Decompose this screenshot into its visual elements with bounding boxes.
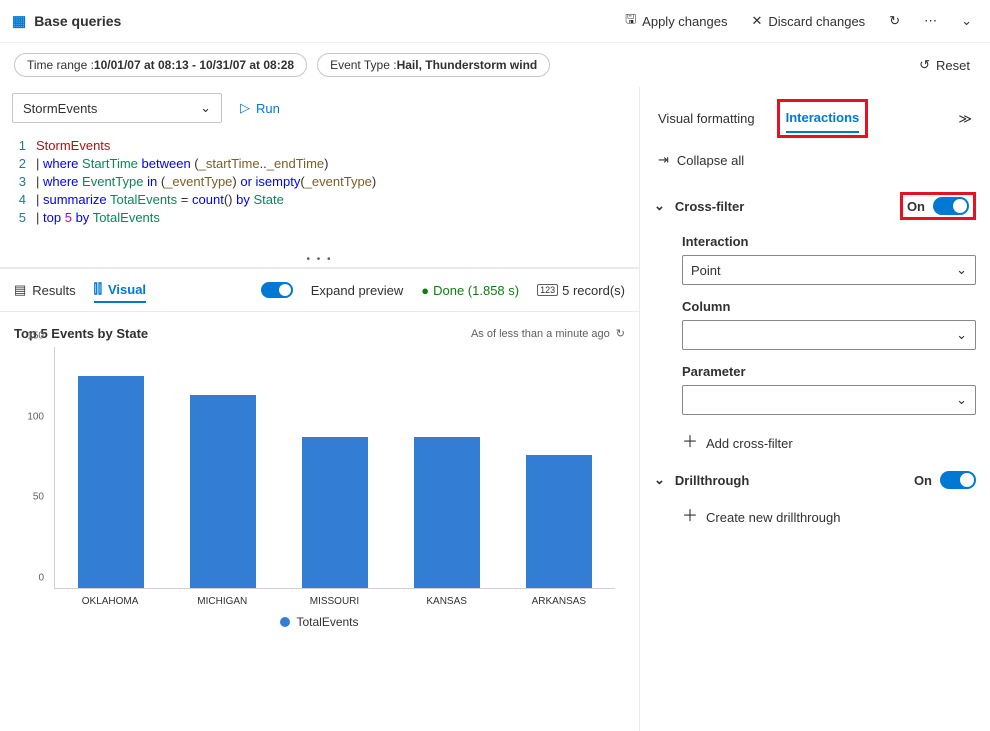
legend-marker <box>280 617 290 627</box>
interaction-label: Interaction <box>682 234 976 249</box>
type-value: Hail, Thunderstorm wind <box>397 58 538 72</box>
event-type-filter[interactable]: Event Type : Hail, Thunderstorm wind <box>317 53 550 77</box>
collapse-icon: ⇥ <box>658 152 669 168</box>
time-value: 10/01/07 at 08:13 - 10/31/07 at 08:28 <box>94 58 294 72</box>
time-range-filter[interactable]: Time range : 10/01/07 at 08:13 - 10/31/0… <box>14 53 307 77</box>
bar[interactable] <box>302 437 368 588</box>
x-label: OKLAHOMA <box>77 596 143 607</box>
drill-on-label: On <box>914 473 932 488</box>
visual-label: Visual <box>108 282 146 297</box>
x-label: MISSOURI <box>301 596 367 607</box>
chevron-down-icon: ⌄ <box>956 392 967 408</box>
status-done: ● Done (1.858 s) <box>421 283 519 298</box>
reset-label: Reset <box>936 58 970 73</box>
interaction-value: Point <box>691 263 721 278</box>
legend-label: TotalEvents <box>296 615 358 629</box>
source-value: StormEvents <box>23 101 97 116</box>
expand-button[interactable]: ⌄ <box>955 9 978 33</box>
discard-label: Discard changes <box>768 14 865 29</box>
create-drill-label: Create new drillthrough <box>706 510 840 525</box>
more-button[interactable]: ⋯ <box>918 9 943 33</box>
results-label: Results <box>32 283 75 298</box>
collapse-label: Collapse all <box>677 153 744 168</box>
results-tab[interactable]: ▤ Results <box>14 278 76 302</box>
bar-chart: 050100150 OKLAHOMAMICHIGANMISSOURIKANSAS… <box>14 347 625 607</box>
refresh-chart-icon[interactable]: ↻ <box>616 327 625 340</box>
drill-chevron[interactable]: ⌄ <box>654 472 665 488</box>
tab-visual-formatting[interactable]: Visual formatting <box>658 105 755 132</box>
x-label: MICHIGAN <box>189 596 255 607</box>
table-icon: ▤ <box>14 282 26 298</box>
x-label: ARKANSAS <box>526 596 592 607</box>
refresh-icon: ↻ <box>889 13 900 29</box>
expand-label: Expand preview <box>311 283 404 298</box>
run-label: Run <box>256 101 280 116</box>
column-select[interactable]: ⌄ <box>682 320 976 350</box>
plus-icon: ＋ <box>682 435 698 451</box>
chart-icon: ⫿⫿ <box>94 281 102 297</box>
check-icon: ● <box>421 283 429 298</box>
bar[interactable] <box>414 437 480 588</box>
add-crossfilter-label: Add cross-filter <box>706 436 793 451</box>
expand-preview-toggle[interactable] <box>261 282 293 298</box>
drill-toggle[interactable] <box>940 471 976 489</box>
code-editor[interactable]: 12345 StormEvents | where StartTime betw… <box>0 129 639 268</box>
resize-handle[interactable]: • • • <box>306 254 332 265</box>
x-label: KANSAS <box>414 596 480 607</box>
crossfilter-on-label: On <box>907 199 925 214</box>
column-label: Column <box>682 299 976 314</box>
apply-label: Apply changes <box>642 14 727 29</box>
crossfilter-chevron[interactable]: ⌄ <box>654 198 665 214</box>
bar[interactable] <box>190 395 256 588</box>
interaction-select[interactable]: Point ⌄ <box>682 255 976 285</box>
type-label: Event Type : <box>330 58 397 72</box>
reset-button[interactable]: ↺ Reset <box>919 57 976 73</box>
time-label: Time range : <box>27 58 94 72</box>
reset-icon: ↺ <box>919 57 930 73</box>
play-icon: ▷ <box>240 100 250 116</box>
close-icon: ✕ <box>751 13 762 29</box>
collapse-all-button[interactable]: ⇥ Collapse all <box>652 138 978 182</box>
chevron-down-icon: ⌄ <box>961 13 972 29</box>
crossfilter-toggle[interactable] <box>933 197 969 215</box>
ellipsis-icon: ⋯ <box>924 13 937 29</box>
panel-more-button[interactable]: ≫ <box>958 111 972 127</box>
bar[interactable] <box>526 455 592 588</box>
records-label: 5 record(s) <box>562 283 625 298</box>
plus-icon: ＋ <box>682 509 698 525</box>
chevron-down-icon: ⌄ <box>956 327 967 343</box>
apply-changes-button[interactable]: 🖫 Apply changes <box>619 6 733 36</box>
crossfilter-title: Cross-filter <box>675 199 744 214</box>
parameter-label: Parameter <box>682 364 976 379</box>
records-icon: 123 <box>537 284 558 296</box>
refresh-button[interactable]: ↻ <box>883 9 906 33</box>
record-count: 123 5 record(s) <box>537 283 625 298</box>
create-drillthrough-button[interactable]: ＋ Create new drillthrough <box>652 499 978 535</box>
chevron-down-icon: ⌄ <box>200 100 211 116</box>
chevron-down-icon: ⌄ <box>956 262 967 278</box>
code-content: StormEvents | where StartTime between (_… <box>36 137 639 227</box>
bar[interactable] <box>78 376 144 588</box>
source-select[interactable]: StormEvents ⌄ <box>12 93 222 123</box>
page-title: Base queries <box>34 13 121 29</box>
chart-subtitle: As of less than a minute ago <box>471 328 610 340</box>
run-button[interactable]: ▷ Run <box>232 94 288 122</box>
tab-interactions[interactable]: Interactions <box>786 104 860 133</box>
discard-changes-button[interactable]: ✕ Discard changes <box>745 9 871 33</box>
visual-tab[interactable]: ⫿⫿ Visual <box>94 277 146 303</box>
done-label: Done (1.858 s) <box>433 283 519 298</box>
line-gutter: 12345 <box>0 137 36 227</box>
parameter-select[interactable]: ⌄ <box>682 385 976 415</box>
save-icon: 🖫 <box>625 10 636 32</box>
add-crossfilter-button[interactable]: ＋ Add cross-filter <box>652 425 978 461</box>
grid-icon: ▦ <box>12 12 26 30</box>
drill-title: Drillthrough <box>675 473 749 488</box>
